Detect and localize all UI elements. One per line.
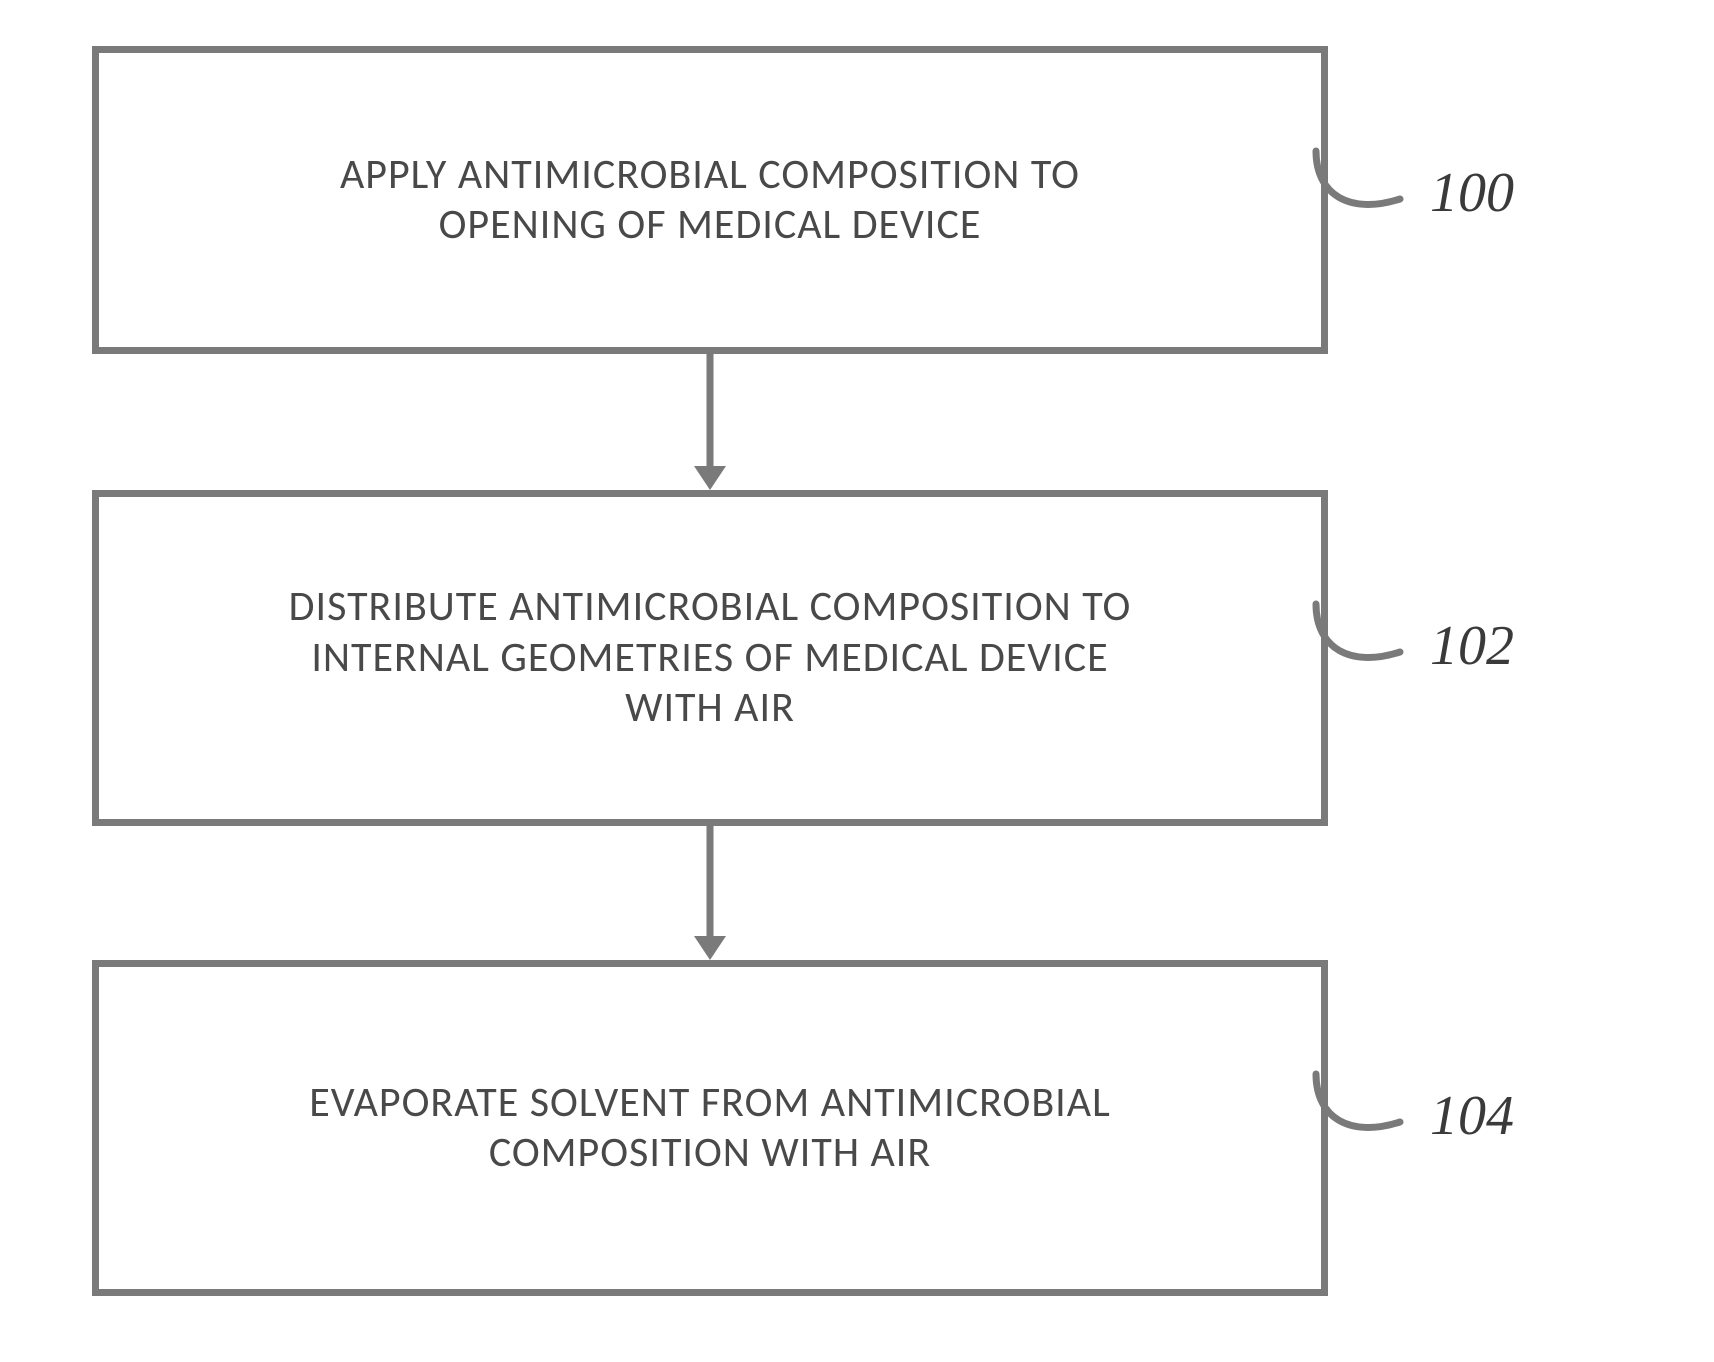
flow-step-step1: APPLY ANTIMICROBIAL COMPOSITION TOOPENIN… <box>92 46 1328 354</box>
step-label-text: 102 <box>1430 614 1514 678</box>
leader-line-icon <box>1310 1068 1430 1148</box>
flow-step-step2: DISTRIBUTE ANTIMICROBIAL COMPOSITION TOI… <box>92 490 1328 826</box>
leader-line-icon <box>1310 145 1430 225</box>
flow-step-text: DISTRIBUTE ANTIMICROBIAL COMPOSITION TOI… <box>229 562 1192 753</box>
flow-arrow-icon <box>680 354 740 490</box>
step-label-text: 104 <box>1430 1084 1514 1148</box>
step-label-step3: 104 <box>1310 1068 1514 1148</box>
flowchart-canvas: APPLY ANTIMICROBIAL COMPOSITION TOOPENIN… <box>0 0 1714 1362</box>
step-label-text: 100 <box>1430 161 1514 225</box>
leader-line-icon <box>1310 598 1430 678</box>
flow-step-text: EVAPORATE SOLVENT FROM ANTIMICROBIALCOMP… <box>249 1058 1170 1199</box>
flow-arrow-icon <box>680 826 740 960</box>
flow-step-text: APPLY ANTIMICROBIAL COMPOSITION TOOPENIN… <box>280 130 1140 271</box>
flow-step-step3: EVAPORATE SOLVENT FROM ANTIMICROBIALCOMP… <box>92 960 1328 1296</box>
step-label-step1: 100 <box>1310 145 1514 225</box>
step-label-step2: 102 <box>1310 598 1514 678</box>
